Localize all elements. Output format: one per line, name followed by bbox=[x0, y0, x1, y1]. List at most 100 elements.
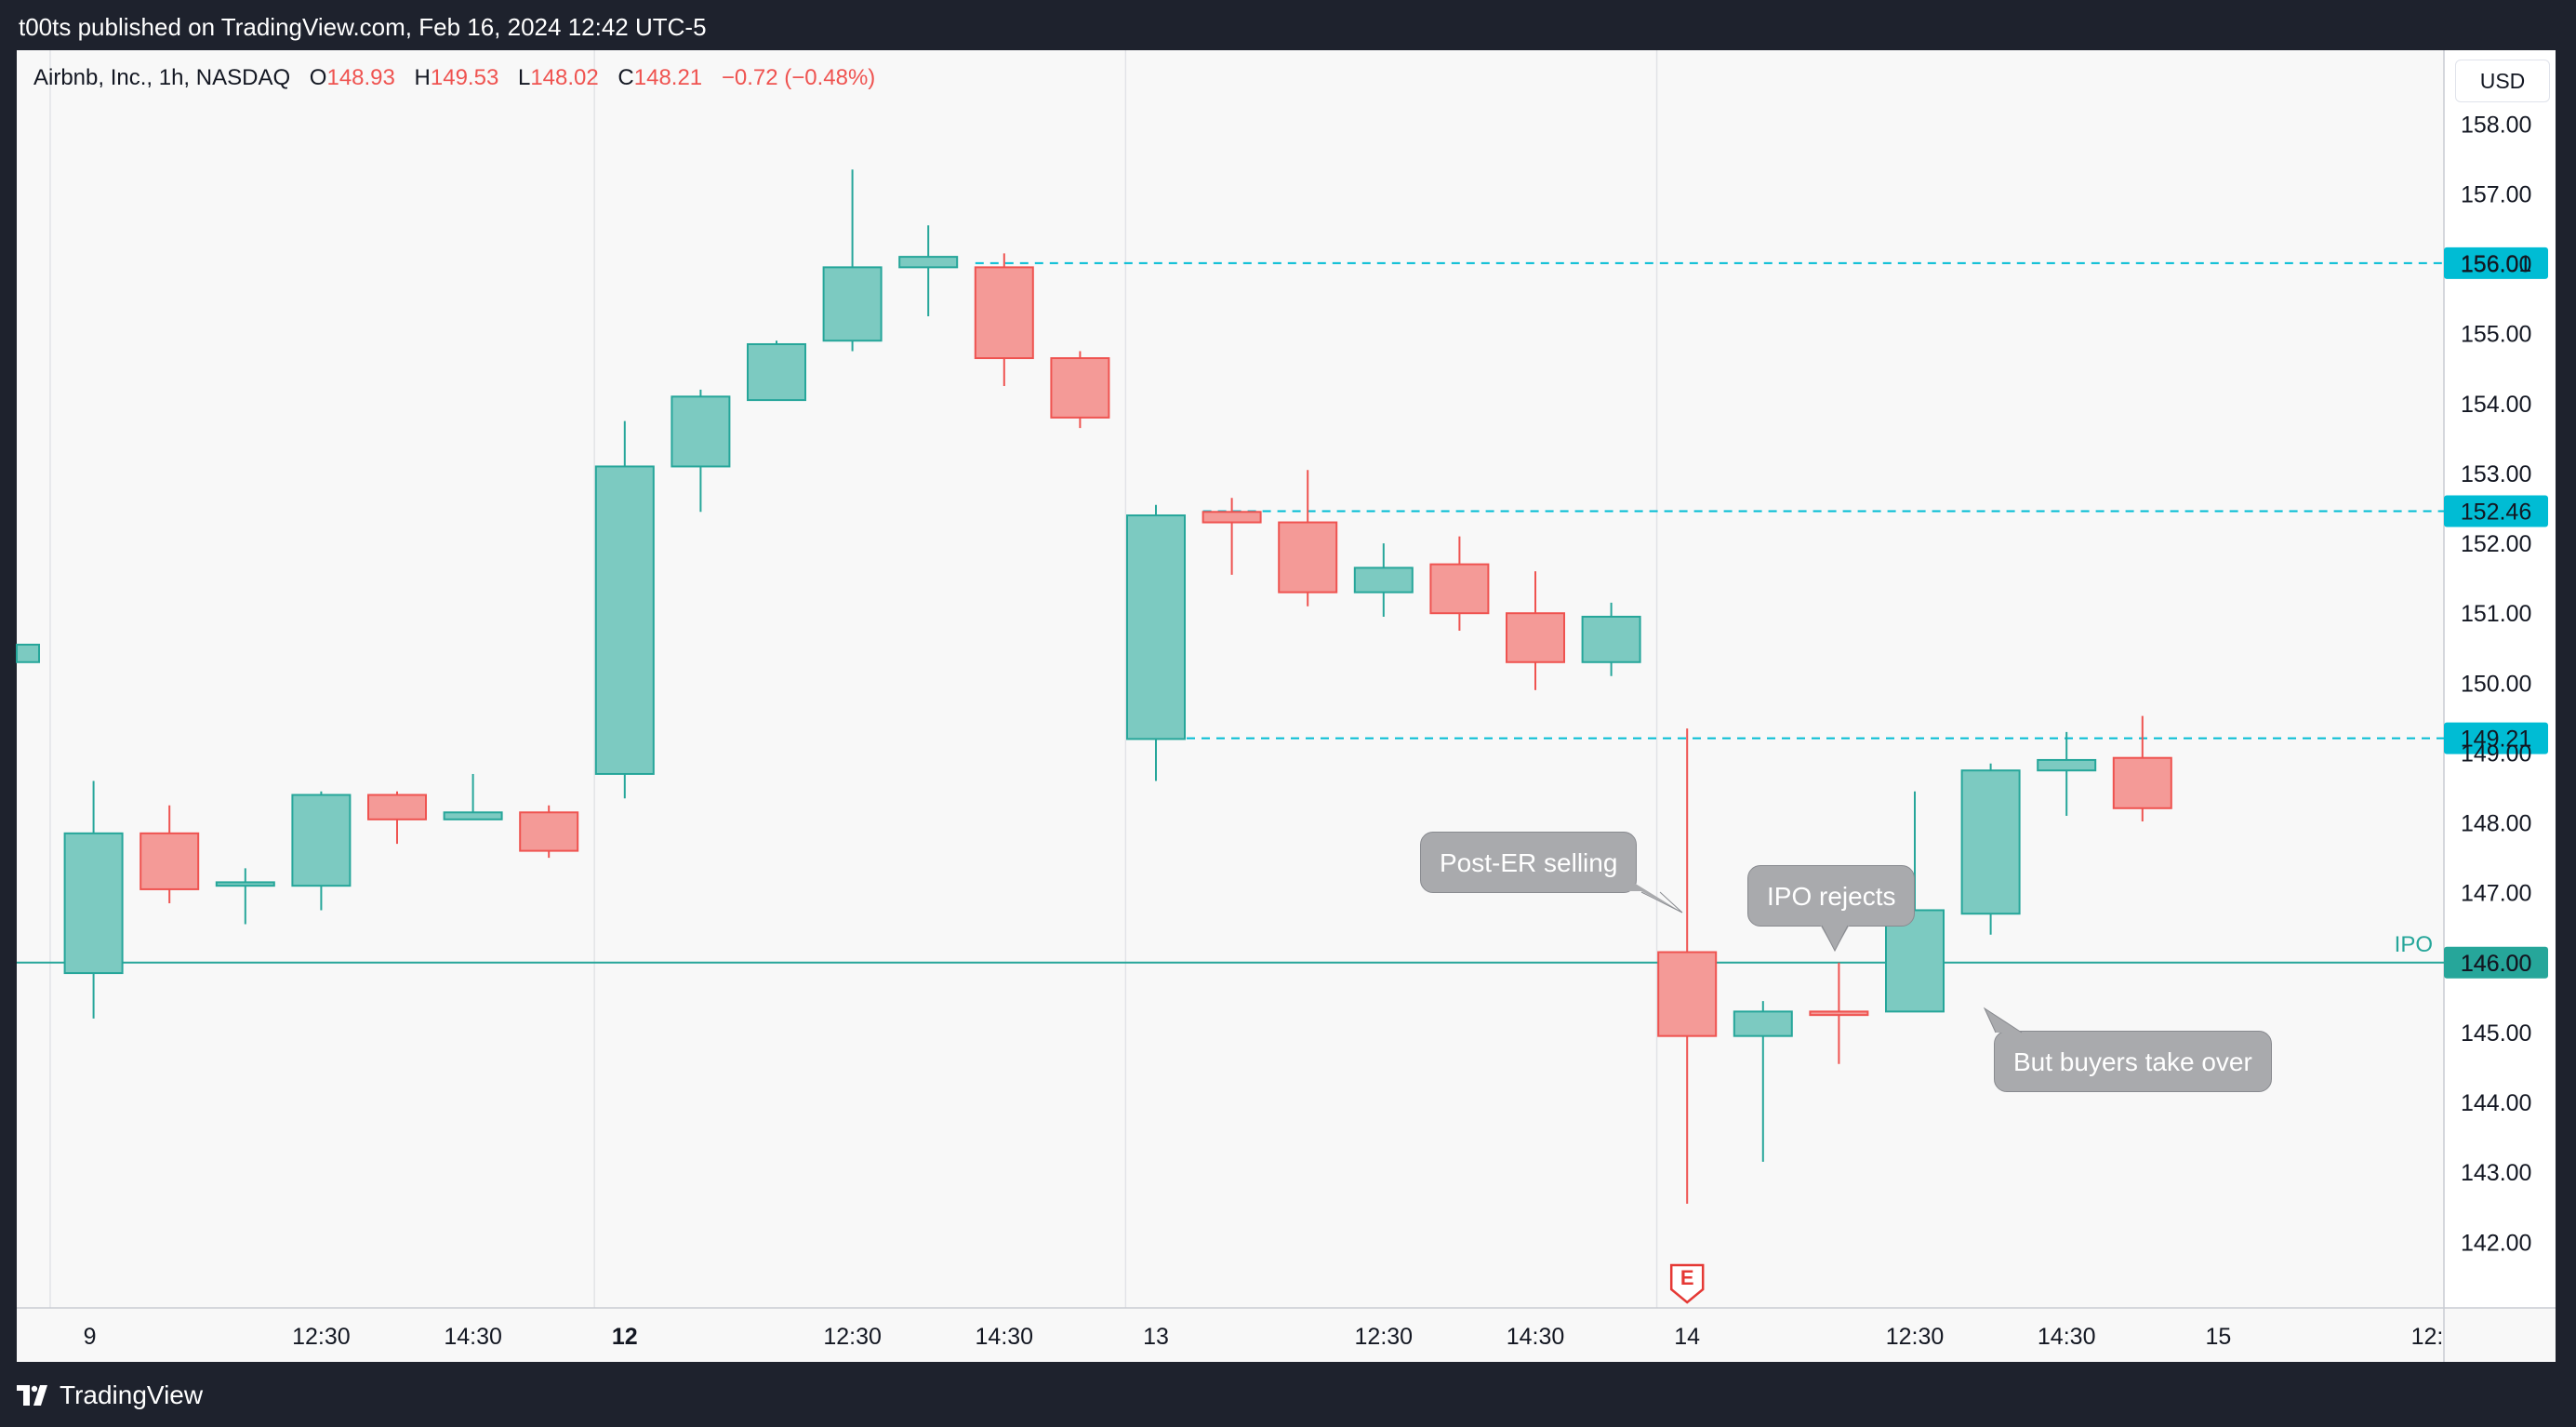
x-tick-label: 15 bbox=[2205, 1324, 2231, 1350]
candle-body[interactable] bbox=[1809, 1010, 1869, 1017]
candle-body[interactable] bbox=[2112, 756, 2172, 809]
x-tick-label: 12:30 bbox=[823, 1324, 882, 1350]
x-tick-label: 9 bbox=[84, 1324, 97, 1350]
y-tick-label: 142.00 bbox=[2461, 1230, 2531, 1256]
footer-brand: TradingView bbox=[60, 1380, 204, 1409]
y-tick-label: 145.00 bbox=[2461, 1020, 2531, 1047]
legend-open-label: O bbox=[309, 65, 327, 90]
x-tick-label: 14:30 bbox=[444, 1324, 502, 1350]
publisher-bar: t00ts published on TradingView.com, Feb … bbox=[0, 0, 2576, 52]
chart-frame bbox=[17, 50, 2556, 1362]
x-tick-label: 14 bbox=[1674, 1324, 1700, 1350]
callout-buyers-take-over: But buyers take over bbox=[1994, 1031, 2272, 1092]
callout-post-er-selling: Post-ER selling bbox=[1420, 832, 1638, 893]
candle-body[interactable] bbox=[1657, 951, 1718, 1037]
callout-text: But buyers take over bbox=[2013, 1047, 2252, 1076]
legend-open-value: 148.93 bbox=[326, 65, 395, 90]
candle-body[interactable] bbox=[291, 794, 352, 887]
y-tick-label: 148.00 bbox=[2461, 811, 2531, 837]
legend-change: −0.72 (−0.48%) bbox=[721, 65, 876, 90]
ipo-price-tag bbox=[2444, 946, 2548, 979]
candle-body[interactable] bbox=[594, 465, 655, 775]
earnings-marker-label: E bbox=[1680, 1266, 1694, 1289]
symbol-legend: Airbnb, Inc., 1h, NASDAQ O148.93 H149.53… bbox=[33, 65, 875, 91]
level-price-label: 156.01 bbox=[2461, 251, 2531, 277]
legend-high-label: H bbox=[414, 65, 431, 90]
tradingview-logo[interactable]: TradingView bbox=[17, 1379, 203, 1412]
y-tick-label: 147.00 bbox=[2461, 881, 2531, 907]
candle-body[interactable] bbox=[1429, 563, 1490, 615]
x-tick-label: 14:30 bbox=[1507, 1324, 1565, 1350]
y-tick-label: 150.00 bbox=[2461, 671, 2531, 697]
candle-body[interactable] bbox=[1960, 769, 2021, 915]
legend-low-label: L bbox=[517, 65, 531, 90]
candle-body[interactable] bbox=[63, 832, 124, 975]
level-price-tag bbox=[2444, 722, 2548, 754]
earnings-marker[interactable] bbox=[1669, 1263, 1705, 1304]
candle-body[interactable] bbox=[898, 256, 959, 269]
x-tick-label: 12: bbox=[2411, 1324, 2444, 1350]
x-tick-label: 12:30 bbox=[1355, 1324, 1414, 1350]
callout-ipo-rejects: IPO rejects bbox=[1747, 865, 1916, 927]
candle-body[interactable] bbox=[1050, 357, 1110, 419]
footer-bar bbox=[0, 1362, 2576, 1427]
candle-body[interactable] bbox=[1353, 567, 1414, 593]
y-tick-label: 158.00 bbox=[2461, 112, 2531, 138]
tradingview-logo-icon bbox=[17, 1385, 47, 1406]
candle-body[interactable] bbox=[16, 644, 40, 663]
y-tick-label: 154.00 bbox=[2461, 392, 2531, 418]
candle-body[interactable] bbox=[2037, 758, 2097, 772]
candle-body[interactable] bbox=[443, 811, 503, 820]
y-tick-label: 157.00 bbox=[2461, 181, 2531, 207]
level-price-label: 152.46 bbox=[2461, 500, 2531, 526]
y-tick-label: 143.00 bbox=[2461, 1160, 2531, 1186]
candle-body[interactable] bbox=[519, 811, 579, 852]
callout-tail bbox=[1820, 925, 1850, 953]
candle-body[interactable] bbox=[1506, 612, 1565, 663]
x-tick-label: 12 bbox=[612, 1324, 638, 1350]
candle-body[interactable] bbox=[1733, 1010, 1793, 1037]
y-tick-label: 149.00 bbox=[2461, 740, 2531, 767]
level-price-tag bbox=[2444, 247, 2548, 279]
ipo-line-label: IPO bbox=[2395, 932, 2433, 957]
y-tick-label: 152.00 bbox=[2461, 531, 2531, 557]
callout-text: Post-ER selling bbox=[1440, 848, 1618, 877]
candle-body[interactable] bbox=[1581, 615, 1641, 663]
candle-body[interactable] bbox=[1126, 514, 1186, 740]
x-tick-label: 13 bbox=[1143, 1324, 1169, 1350]
candle-body[interactable] bbox=[367, 794, 427, 820]
candle-body[interactable] bbox=[747, 342, 806, 402]
x-tick-label: 12:30 bbox=[1886, 1324, 1945, 1350]
level-price-label: 149.21 bbox=[2461, 727, 2531, 753]
callout-tail bbox=[1623, 878, 1683, 914]
candle-body[interactable] bbox=[974, 266, 1034, 360]
candle-body[interactable] bbox=[1885, 909, 1945, 1013]
x-tick-label: 12:30 bbox=[292, 1324, 351, 1350]
legend-symbol: Airbnb, Inc., 1h, NASDAQ bbox=[33, 65, 291, 90]
legend-low-value: 148.02 bbox=[530, 65, 599, 90]
y-tick-label: 144.00 bbox=[2461, 1090, 2531, 1116]
callout-tail bbox=[1983, 1007, 2024, 1034]
y-tick-label: 156.00 bbox=[2461, 252, 2531, 278]
candle-body[interactable] bbox=[671, 395, 731, 468]
y-tick-label: 151.00 bbox=[2461, 601, 2531, 627]
level-price-tag bbox=[2444, 495, 2548, 527]
publisher-line: t00ts published on TradingView.com, Feb … bbox=[19, 13, 707, 41]
candle-body[interactable] bbox=[215, 881, 275, 887]
candle-body[interactable] bbox=[139, 832, 200, 890]
legend-close-value: 148.21 bbox=[633, 65, 703, 90]
callout-text: IPO rejects bbox=[1767, 882, 1896, 911]
y-tick-label: 146.00 bbox=[2461, 951, 2531, 977]
legend-close-label: C bbox=[617, 65, 634, 90]
x-tick-label: 14:30 bbox=[976, 1324, 1034, 1350]
level-price-label: 146.00 bbox=[2461, 951, 2531, 977]
candle-body[interactable] bbox=[1202, 511, 1262, 524]
candle-body[interactable] bbox=[1278, 521, 1338, 593]
legend-high-value: 149.53 bbox=[430, 65, 499, 90]
candle-body[interactable] bbox=[822, 266, 883, 342]
y-tick-label: 155.00 bbox=[2461, 322, 2531, 348]
currency-button[interactable]: USD bbox=[2455, 60, 2550, 102]
x-tick-label: 14:30 bbox=[2038, 1324, 2096, 1350]
y-tick-label: 153.00 bbox=[2461, 461, 2531, 487]
